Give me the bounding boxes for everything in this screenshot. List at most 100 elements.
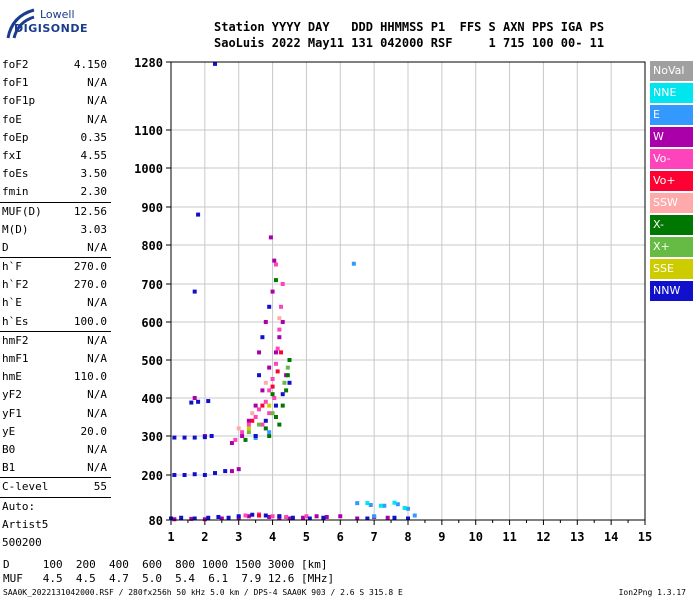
param-value: 4.55: [80, 148, 108, 162]
param-row: yF1 N/A: [0, 405, 111, 423]
param-label: foEs: [2, 167, 29, 181]
x-tick-label: 11: [502, 530, 516, 544]
param-value: 12.56: [73, 204, 107, 218]
data-point-vo: [260, 403, 265, 408]
x-tick-label: 3: [235, 530, 242, 544]
param-label: h`F2: [2, 278, 29, 292]
data-point-vo: [270, 384, 275, 389]
param-row: fmin 2.30: [0, 183, 111, 201]
param-value: 2.30: [80, 185, 108, 199]
param-label: yF1: [2, 406, 22, 420]
y-tick-label: 900: [141, 201, 163, 215]
logo-mark-icon: [6, 8, 35, 39]
data-point-vo: [263, 399, 268, 404]
param-value: 3.50: [80, 167, 108, 181]
data-point-vo: [246, 422, 251, 427]
param-value: 4.150: [73, 58, 107, 71]
param-label: hmE: [2, 370, 22, 384]
param-label: foF1: [2, 76, 29, 90]
data-point-nnw: [277, 514, 282, 519]
data-point-vo: [253, 415, 258, 419]
param-row: foEp 0.35: [0, 129, 111, 147]
data-point-vo: [240, 430, 245, 435]
data-point-nne: [365, 501, 370, 506]
data-point-nnw: [196, 399, 201, 404]
plot-frame: [170, 61, 646, 521]
x-tick-label: 2: [201, 530, 208, 544]
param-row: Artist5: [0, 516, 111, 534]
data-point-nnw: [250, 512, 255, 517]
data-point-w: [301, 515, 306, 520]
data-point-e: [395, 502, 400, 507]
data-point-sse: [246, 426, 251, 431]
digisonde-logo: Lowell DIGISONDE: [2, 6, 112, 48]
legend-item-x: X-: [650, 215, 693, 235]
data-point-vo: [273, 361, 278, 366]
y-tick-label: 500: [141, 354, 163, 368]
source-info: SAA0K_2022131042000.RSF / 280fx256h 50 k…: [3, 588, 403, 597]
data-point-nnw: [182, 473, 187, 477]
param-label: fxI: [2, 148, 22, 162]
data-point-e: [368, 503, 373, 507]
legend-item-ssw: SSW: [650, 193, 693, 213]
legend-item-nne: NNE: [650, 83, 693, 103]
param-label: MUF(D): [2, 204, 42, 218]
param-row: h`F2 270.0: [0, 276, 111, 294]
y-tick-label: 1100: [134, 124, 163, 138]
x-tick-label: 9: [438, 530, 445, 544]
param-label: C-level: [2, 480, 49, 494]
data-point-e: [267, 430, 272, 435]
y-tick-label: 200: [141, 469, 163, 483]
param-row: hmE 110.0: [0, 368, 111, 386]
param-value: 270.0: [73, 260, 107, 274]
data-point-vo: [260, 422, 265, 427]
data-point-nnw: [260, 335, 265, 340]
param-label: h`F: [2, 260, 22, 274]
param-row: B0 N/A: [0, 441, 111, 459]
legend-item-e: E: [650, 105, 693, 125]
param-value: 55: [93, 480, 107, 494]
param-label: foF1p: [2, 94, 36, 108]
data-point-w: [267, 365, 272, 370]
data-point-e: [412, 513, 417, 518]
data-point-nnw: [273, 403, 278, 408]
x-tick-label: 8: [404, 530, 411, 544]
y-tick-label: 600: [141, 316, 163, 330]
data-point-nnw: [226, 515, 231, 520]
data-point-w: [172, 517, 177, 522]
logo-text-digisonde: DIGISONDE: [14, 22, 88, 35]
logo-text-lowell: Lowell: [40, 8, 75, 21]
data-point-nnw: [192, 472, 197, 477]
param-label: foF2: [2, 58, 29, 71]
param-value: 270.0: [73, 278, 107, 292]
data-point-w: [260, 388, 265, 393]
param-label: Auto:: [2, 499, 36, 513]
data-point-w: [270, 289, 275, 294]
legend-item-vo: Vo-: [650, 149, 693, 169]
param-value: N/A: [87, 112, 107, 126]
header-line-1: Station YYYY DAY DDD HHMMSS P1 FFS S AXN…: [214, 20, 605, 34]
y-tick-label: 1000: [134, 162, 163, 176]
data-point-nnw: [406, 516, 410, 521]
param-label: D: [2, 240, 9, 254]
data-point-w: [189, 516, 194, 521]
y-tick-label: 700: [141, 278, 163, 292]
data-point-nne: [392, 500, 397, 505]
data-point-nnw: [280, 392, 285, 397]
data-point-e: [382, 503, 387, 508]
param-value: 0.35: [80, 130, 108, 144]
param-value: 20.0: [80, 424, 108, 438]
data-point-nnw: [213, 471, 218, 476]
y-tick-label: 400: [141, 392, 163, 406]
param-row: fxI 4.55: [0, 147, 111, 165]
data-point-nnw: [263, 418, 268, 423]
chart-axis-ticks: 1 2 3 4 5 6 7 8 9 10 11 12 13 14 158020030040050060070…: [134, 56, 652, 544]
param-label: 500200: [2, 535, 42, 549]
data-point-w: [324, 515, 329, 519]
param-row: yE 20.0: [0, 423, 111, 441]
data-point-ssw: [277, 316, 282, 321]
param-label: foEp: [2, 130, 29, 144]
data-point-w: [314, 514, 319, 519]
param-value: N/A: [87, 94, 107, 108]
data-point-w: [253, 403, 258, 408]
